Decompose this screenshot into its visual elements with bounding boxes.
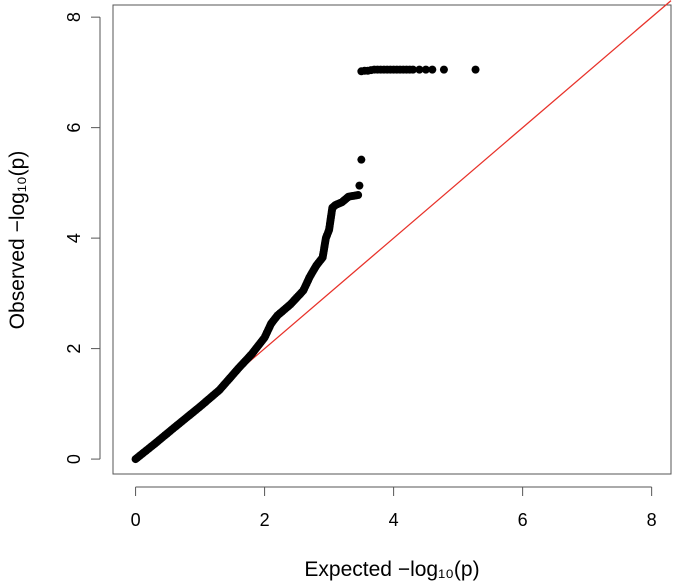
x-axis-title: Expected −log₁₀(p) bbox=[304, 558, 479, 581]
y-axis-title: Observed −log₁₀(p) bbox=[6, 151, 29, 330]
x-tick-label: 6 bbox=[518, 510, 528, 530]
data-point bbox=[428, 65, 437, 74]
y-tick-label: 6 bbox=[64, 123, 84, 133]
y-tick-label: 8 bbox=[64, 12, 84, 22]
data-point bbox=[471, 65, 480, 74]
y-tick-label: 0 bbox=[64, 454, 84, 464]
x-tick-label: 4 bbox=[389, 510, 399, 530]
x-tick-label: 2 bbox=[260, 510, 270, 530]
data-point bbox=[355, 181, 364, 190]
data-point bbox=[421, 65, 430, 74]
y-tick-label: 2 bbox=[64, 344, 84, 354]
y-tick-label: 4 bbox=[64, 233, 84, 243]
x-tick-label: 0 bbox=[131, 510, 141, 530]
data-point bbox=[415, 65, 424, 74]
x-tick-label: 8 bbox=[647, 510, 657, 530]
axes: 0 2 4 6 8 0 2 4 6 8 bbox=[64, 12, 657, 530]
data-point bbox=[354, 191, 363, 200]
data-point bbox=[357, 155, 366, 164]
plot-frame bbox=[112, 4, 672, 475]
data-point bbox=[439, 65, 448, 74]
data-points bbox=[131, 65, 480, 464]
data-point bbox=[408, 65, 417, 74]
